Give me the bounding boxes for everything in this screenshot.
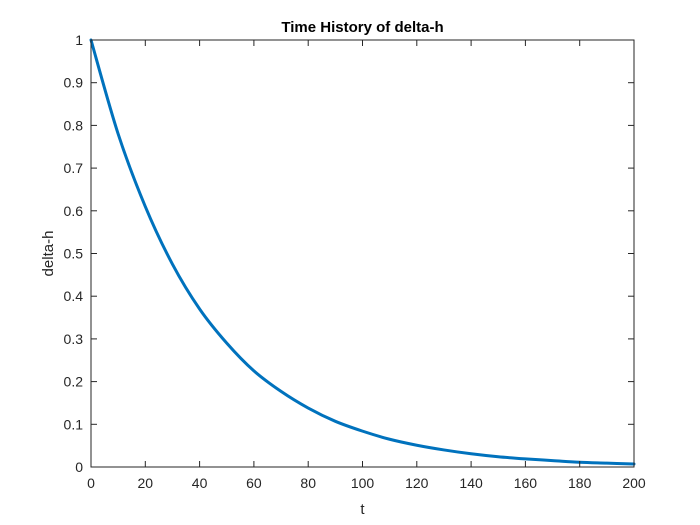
x-tick-label: 180 (568, 475, 592, 491)
y-tick-label: 1 (75, 32, 83, 48)
y-tick-label: 0.3 (64, 331, 84, 347)
y-tick-label: 0.4 (64, 288, 84, 304)
x-tick-label: 100 (351, 475, 375, 491)
y-tick-label: 0.2 (64, 374, 84, 390)
x-tick-label: 0 (87, 475, 95, 491)
x-tick-label: 80 (300, 475, 316, 491)
y-tick-label: 0.8 (64, 117, 84, 133)
y-tick-label: 0.1 (64, 416, 84, 432)
y-tick-label: 0.5 (64, 246, 84, 262)
x-tick-label: 60 (246, 475, 262, 491)
chart-title: Time History of delta-h (281, 19, 443, 36)
y-tick-label: 0.7 (64, 160, 84, 176)
x-tick-label: 40 (192, 475, 208, 491)
y-axis-label: delta-h (40, 231, 57, 277)
x-tick-label: 200 (622, 475, 646, 491)
x-axis-label: t (360, 501, 365, 518)
x-tick-label: 120 (405, 475, 429, 491)
series-layer (89, 38, 636, 466)
series-line-0 (89, 38, 636, 466)
y-tick-label: 0 (75, 459, 83, 475)
y-tick-label: 0.9 (64, 75, 84, 91)
x-tick-label: 160 (514, 475, 538, 491)
x-tick-label: 20 (138, 475, 154, 491)
axes-layer: 0 20 40 60 80 100 120 140 160 180 200 0 0.1 0.2 0.3 0.4… (64, 32, 646, 491)
x-tick-label: 140 (459, 475, 483, 491)
plot-area (91, 40, 634, 467)
y-tick-label: 0.6 (64, 203, 84, 219)
